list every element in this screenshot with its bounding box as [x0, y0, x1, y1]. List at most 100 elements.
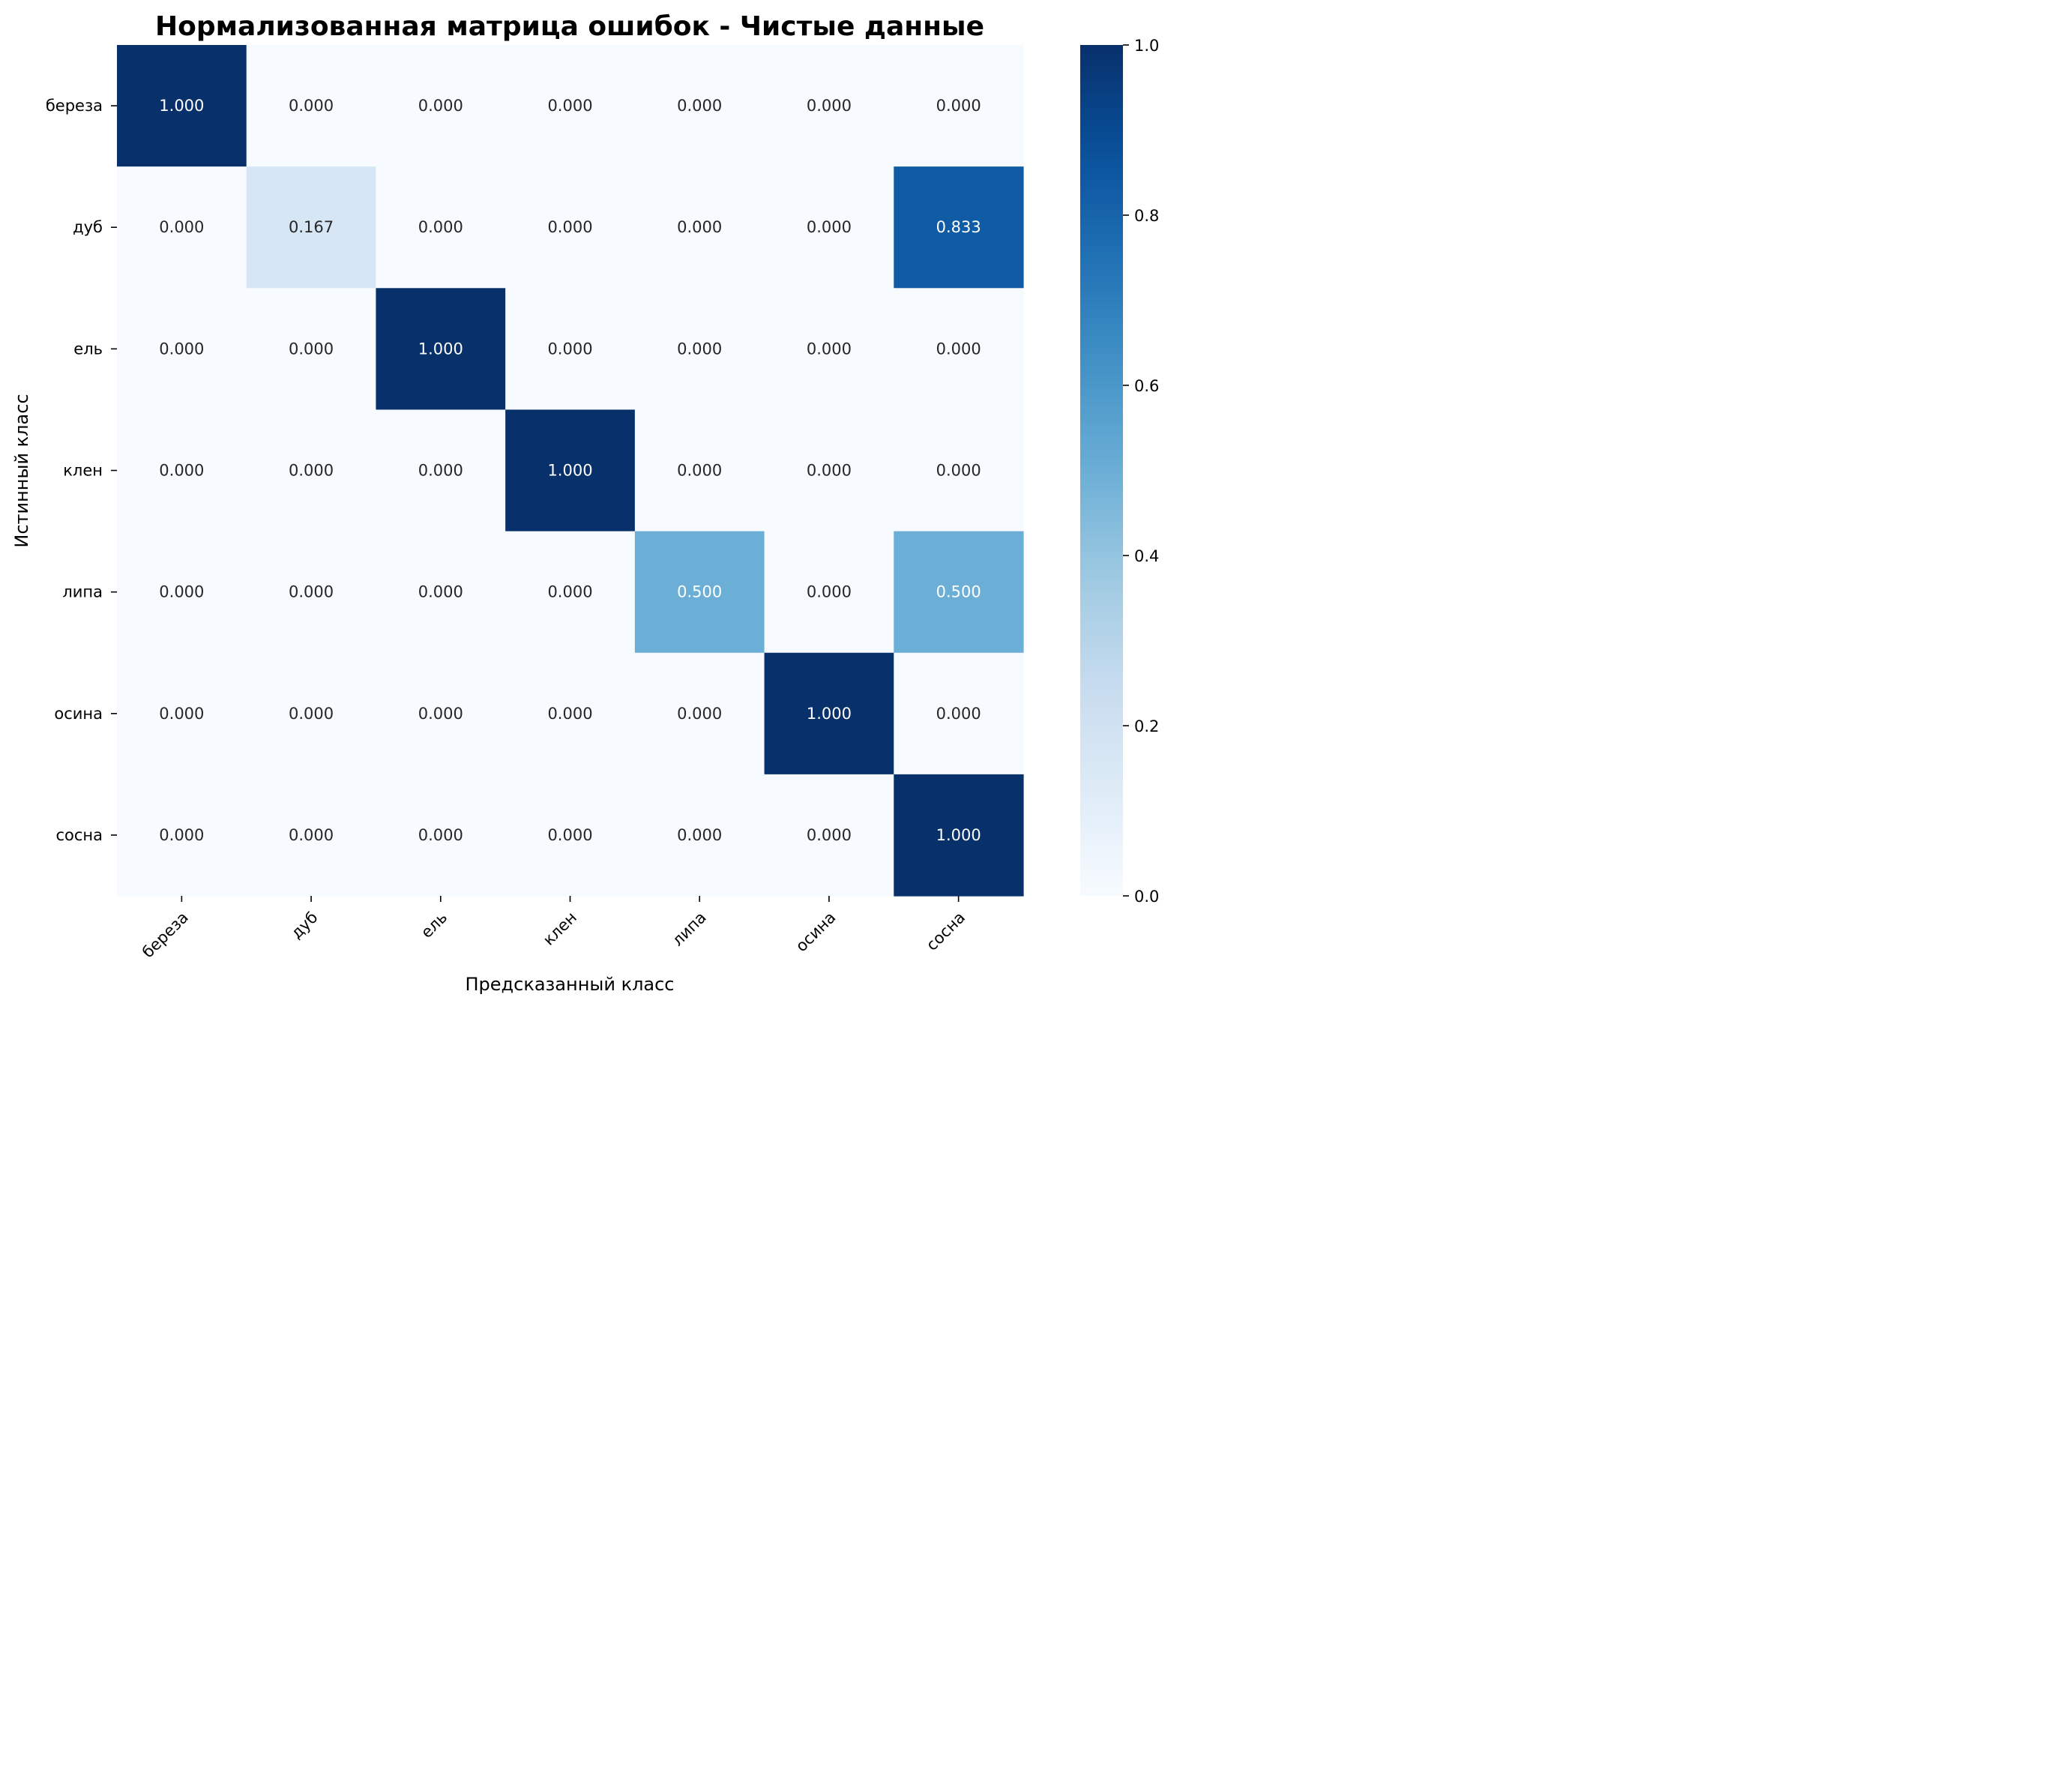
heatmap-cell [117, 288, 247, 411]
cell-value-label: 0.000 [807, 826, 852, 844]
heatmap-cell [505, 652, 636, 775]
cell-value-label: 0.000 [807, 97, 852, 115]
x-tick-label: клен [540, 909, 580, 949]
x-tick-label: береза [139, 909, 192, 962]
cell-value-label: 1.000 [159, 97, 204, 115]
heatmap-cell [376, 409, 506, 532]
cell-value-label: 0.000 [418, 218, 463, 236]
y-tick-label: осина [54, 705, 103, 723]
cell-value-label: 0.000 [547, 826, 592, 844]
heatmap-cell [894, 774, 1024, 897]
cell-value-label: 0.000 [936, 462, 981, 480]
cell-value-label: 0.000 [677, 705, 722, 723]
heatmap-cell [376, 531, 506, 654]
heatmap-cell [764, 531, 894, 654]
heatmap-cell [246, 652, 377, 775]
cell-value-label: 0.000 [418, 826, 463, 844]
heatmap-cell [764, 288, 894, 411]
x-tick-label: дуб [287, 909, 321, 942]
heatmap-cell [376, 166, 506, 289]
cell-value-label: 0.000 [159, 462, 204, 480]
cell-value-label: 0.000 [289, 583, 334, 601]
heatmap-cell [894, 652, 1024, 775]
colorbar-tick-label: 0.2 [1134, 717, 1159, 735]
colorbar-tick-label: 0.4 [1134, 547, 1159, 565]
colorbar-tick-label: 1.0 [1134, 37, 1159, 55]
cell-value-label: 0.000 [936, 705, 981, 723]
cell-value-label: 0.000 [936, 340, 981, 358]
cell-value-label: 0.000 [677, 97, 722, 115]
cell-value-label: 0.000 [418, 583, 463, 601]
x-axis-label: Предсказанный класс [466, 974, 675, 995]
heatmap-cell [117, 652, 247, 775]
y-tick-label: сосна [55, 826, 103, 844]
heatmap-cell [764, 166, 894, 289]
cell-value-label: 0.000 [159, 826, 204, 844]
heatmap-cell [505, 774, 636, 897]
cell-value-label: 0.500 [677, 583, 722, 601]
x-tick-label: сосна [923, 909, 969, 954]
cell-value-label: 0.000 [159, 340, 204, 358]
heatmap-cell [117, 409, 247, 532]
heatmap-cell [894, 531, 1024, 654]
heatmap-cell-labels: 1.000 0.000 0.000 0.000 0.000 0.000 0.000 0.000… [159, 97, 981, 844]
colorbar-gradient [1080, 45, 1123, 896]
heatmap-cell [505, 166, 636, 289]
colorbar-tick-label: 0.6 [1134, 377, 1159, 395]
cell-value-label: 0.000 [677, 462, 722, 480]
cell-value-label: 0.000 [289, 705, 334, 723]
heatmap-cell [634, 45, 765, 167]
x-axis: береза дуб ель клен липа осина сосна [139, 896, 969, 961]
heatmap-cell [505, 288, 636, 411]
cell-value-label: 0.000 [547, 218, 592, 236]
cell-value-label: 0.833 [936, 218, 981, 236]
cell-value-label: 0.000 [418, 97, 463, 115]
heatmap-cell [764, 409, 894, 532]
x-tick-label: липа [669, 909, 710, 950]
cell-value-label: 0.000 [418, 462, 463, 480]
heatmap-cell [246, 409, 377, 532]
cell-value-label: 0.000 [677, 340, 722, 358]
y-tick-label: клен [63, 462, 103, 480]
y-tick-label: береза [46, 97, 103, 115]
cell-value-label: 0.000 [807, 583, 852, 601]
confusion-matrix-chart: Нормализованная матрица ошибок - Чистые … [11, 11, 1159, 995]
cell-value-label: 0.000 [289, 97, 334, 115]
heatmap-cell [117, 774, 247, 897]
heatmap-cell [634, 531, 765, 654]
heatmap-cell [894, 409, 1024, 532]
cell-value-label: 0.000 [547, 97, 592, 115]
heatmap-cell [505, 409, 636, 532]
chart-title: Нормализованная матрица ошибок - Чистые … [155, 11, 984, 42]
y-axis-label: Истинный класс [11, 394, 32, 547]
cell-value-label: 0.000 [936, 97, 981, 115]
heatmap-cell [376, 288, 506, 411]
cell-value-label: 1.000 [418, 340, 463, 358]
cell-value-label: 1.000 [936, 826, 981, 844]
heatmap-cell [117, 45, 247, 167]
cell-value-label: 0.500 [936, 583, 981, 601]
cell-value-label: 0.000 [547, 340, 592, 358]
colorbar: 0.0 0.2 0.4 0.6 0.8 1.0 [1080, 37, 1159, 906]
heatmap-cells [117, 45, 1024, 897]
heatmap-cell [246, 166, 377, 289]
heatmap-cell [634, 774, 765, 897]
heatmap-cell [634, 166, 765, 289]
heatmap-cell [764, 774, 894, 897]
heatmap-cell [634, 409, 765, 532]
heatmap-cell [376, 774, 506, 897]
x-tick-label: ель [418, 909, 451, 942]
cell-value-label: 0.000 [547, 583, 592, 601]
cell-value-label: 0.000 [159, 218, 204, 236]
heatmap-cell [894, 288, 1024, 411]
heatmap-cell [246, 45, 377, 167]
cell-value-label: 0.000 [547, 705, 592, 723]
heatmap-cell [246, 774, 377, 897]
cell-value-label: 0.000 [418, 705, 463, 723]
heatmap-cell [505, 45, 636, 167]
heatmap-cell [894, 166, 1024, 289]
heatmap-cell [376, 45, 506, 167]
heatmap-cell [117, 166, 247, 289]
cell-value-label: 0.000 [289, 340, 334, 358]
heatmap-cell [117, 531, 247, 654]
